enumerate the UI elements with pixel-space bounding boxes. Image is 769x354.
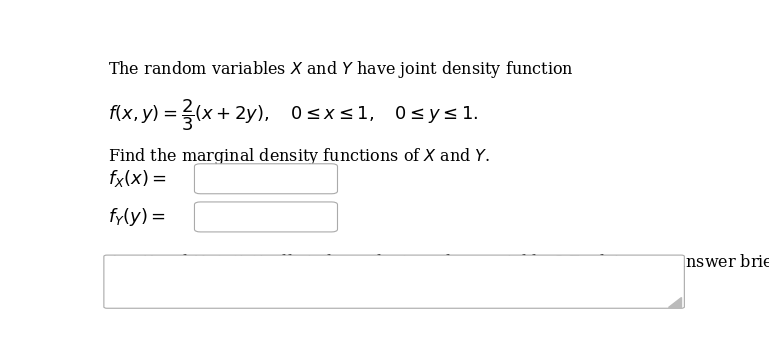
Text: $f_X(x) =$: $f_X(x) =$ [108,168,167,189]
FancyBboxPatch shape [104,255,684,308]
Text: $f_Y(y) =$: $f_Y(y) =$ [108,206,166,228]
FancyBboxPatch shape [195,202,338,232]
Text: $f(x, y) = \dfrac{2}{3}(x + 2y), \quad 0 \leq x \leq 1, \quad 0 \leq y \leq 1.$: $f(x, y) = \dfrac{2}{3}(x + 2y), \quad 0… [108,97,478,133]
Text: Are $X$ and $Y$ statistically independent random variables? Explain your answer : Are $X$ and $Y$ statistically independen… [108,252,769,273]
Text: Find the marginal density functions of $X$ and $Y$.: Find the marginal density functions of $… [108,146,491,167]
FancyBboxPatch shape [195,164,338,194]
Polygon shape [668,297,681,307]
Text: The random variables $X$ and $Y$ have joint density function: The random variables $X$ and $Y$ have jo… [108,59,574,80]
